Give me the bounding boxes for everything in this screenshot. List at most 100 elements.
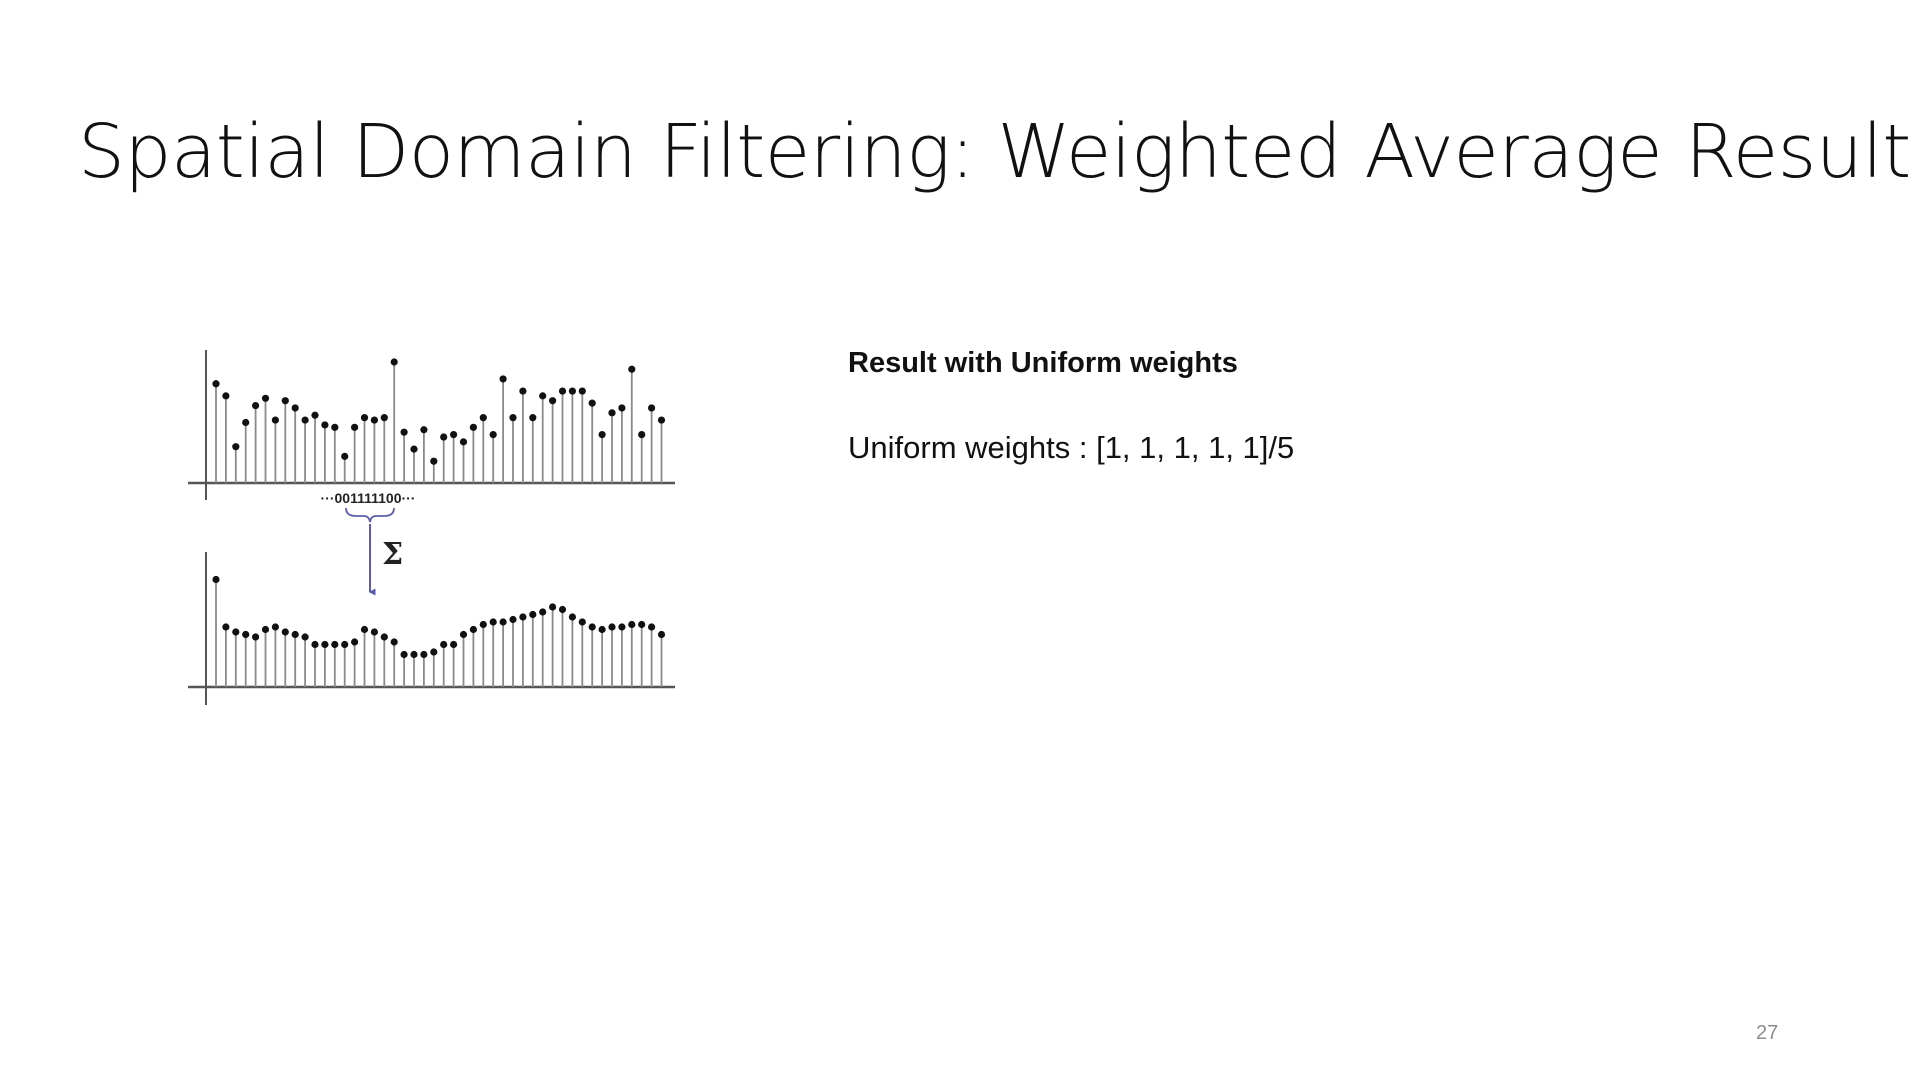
input-sample-point <box>252 401 260 410</box>
output-sample-point <box>360 625 369 634</box>
output-sample-point <box>390 638 398 646</box>
output-sample-point <box>212 575 220 584</box>
output-sample-point <box>638 620 646 629</box>
output-sample-point <box>499 618 507 626</box>
input-signal <box>212 358 666 483</box>
output-sample-point <box>321 640 329 649</box>
output-sample-point <box>281 628 289 636</box>
uniform-weights-text: Uniform weights : [1, 1, 1, 1, 1]/5 <box>848 430 1295 465</box>
input-sample-point <box>212 380 220 388</box>
input-sample-point <box>222 392 230 400</box>
input-sample-point <box>529 414 537 422</box>
output-sample-point <box>271 623 279 631</box>
output-sample-point <box>608 623 616 631</box>
input-sample-point <box>489 431 497 439</box>
kernel-brace <box>345 507 395 523</box>
output-sample-point <box>568 613 576 621</box>
input-sample-point <box>450 431 458 439</box>
output-sample-point <box>430 648 438 656</box>
input-sample-point <box>618 404 626 412</box>
input-sample-point <box>380 414 388 422</box>
input-sample-point <box>648 404 656 412</box>
input-sample-point <box>598 431 606 439</box>
output-sample-point <box>301 633 309 641</box>
output-sample-point <box>261 625 270 634</box>
input-sample-point <box>420 426 428 434</box>
input-sample-point <box>410 445 418 453</box>
input-sample-point <box>232 443 240 451</box>
output-sample-point <box>578 618 586 626</box>
input-sample-point <box>370 416 378 424</box>
input-sample-point <box>469 423 477 431</box>
output-sample-point <box>558 605 567 614</box>
slide-title: Spatial Domain Filtering: Weighted Avera… <box>78 109 1911 195</box>
input-sample-point <box>351 423 359 431</box>
input-sample-point <box>479 414 487 422</box>
input-sample-point <box>390 358 398 366</box>
input-sample-point <box>657 416 666 424</box>
input-sample-point <box>440 433 448 441</box>
output-sample-point <box>657 630 666 639</box>
diagram-canvas: ···001111100··· Σ <box>188 350 675 705</box>
output-sample-point <box>489 618 497 626</box>
output-sample-point <box>222 623 230 631</box>
output-sample-point <box>450 640 458 649</box>
output-sample-point <box>459 630 468 639</box>
input-sample-point <box>360 414 369 422</box>
output-sample-point <box>588 623 596 631</box>
input-sample-point <box>499 375 507 383</box>
input-sample-point <box>430 457 438 465</box>
output-sample-point <box>628 620 636 629</box>
page-number: 27 <box>1756 1022 1779 1044</box>
output-sample-point <box>252 633 260 641</box>
output-sample-point <box>469 625 477 634</box>
input-sample-point <box>588 399 596 407</box>
output-sample-point <box>370 628 378 636</box>
input-sample-point <box>558 387 567 395</box>
input-sample-point <box>578 387 586 395</box>
signal-filter-diagram: ···001111100··· Σ <box>180 340 680 720</box>
input-sample-point <box>568 387 576 395</box>
output-sample-point <box>420 650 428 659</box>
sum-symbol: Σ <box>382 537 403 572</box>
output-sample-point <box>648 623 656 631</box>
output-sample-point <box>618 623 626 631</box>
output-sample-point <box>598 625 606 634</box>
input-sample-point <box>509 414 517 422</box>
input-sample-point <box>261 394 270 402</box>
output-sample-point <box>311 640 319 649</box>
output-signal <box>212 575 666 687</box>
output-sample-point <box>519 613 527 621</box>
input-sample-point <box>242 418 250 427</box>
input-sample-point <box>628 365 636 373</box>
input-sample-point <box>331 423 339 431</box>
output-sample-point <box>291 630 299 639</box>
input-sample-point <box>311 411 319 419</box>
input-sample-point <box>400 428 408 436</box>
output-sample-point <box>440 640 448 649</box>
kernel-label: ···001111100··· <box>321 490 416 506</box>
input-sample-point <box>519 387 527 395</box>
output-sample-point <box>242 630 250 639</box>
input-sample-point <box>281 397 289 405</box>
result-heading: Result with Uniform weights <box>848 347 1238 379</box>
input-sample-point <box>638 431 646 439</box>
input-sample-point <box>321 421 329 429</box>
output-sample-point <box>539 608 547 616</box>
input-sample-point <box>341 452 349 460</box>
output-sample-point <box>410 650 418 659</box>
output-sample-point <box>331 640 339 649</box>
input-sample-point <box>271 416 279 424</box>
input-sample-point <box>539 392 547 400</box>
input-sample-point <box>608 409 616 417</box>
input-sample-point <box>549 397 557 405</box>
output-sample-point <box>549 603 557 611</box>
input-sample-point <box>301 416 309 424</box>
output-sample-point <box>380 633 388 641</box>
output-sample-point <box>509 615 517 624</box>
output-sample-point <box>400 650 408 659</box>
input-sample-point <box>291 404 299 412</box>
output-sample-point <box>479 620 487 629</box>
output-sample-point <box>529 610 537 619</box>
output-sample-point <box>341 640 349 649</box>
